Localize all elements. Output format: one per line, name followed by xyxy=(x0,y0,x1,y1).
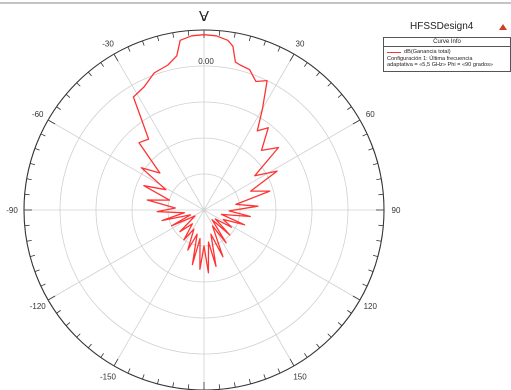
radial-tick-label: 0.00 xyxy=(198,57,214,66)
ring-tick xyxy=(263,374,266,380)
grid-spoke xyxy=(113,53,205,211)
ring-tick xyxy=(376,239,382,242)
ring-tick xyxy=(316,343,321,349)
ring-tick xyxy=(289,53,295,62)
ring-tick xyxy=(30,163,36,166)
ring-tick xyxy=(368,148,374,151)
angle-tick-label: 0 xyxy=(202,14,207,23)
ring-tick xyxy=(233,32,236,38)
ring-tick xyxy=(157,378,160,384)
ring-tick xyxy=(113,53,119,62)
grid-spoke xyxy=(203,209,295,367)
ring-tick xyxy=(337,93,343,98)
ring-tick xyxy=(65,322,71,327)
ring-tick xyxy=(26,178,32,181)
ring-tick xyxy=(56,310,61,314)
outer-ring-ticks xyxy=(24,30,384,390)
grid-spoke xyxy=(203,53,295,211)
legend-config-line: Configuración 1: Última frecuencia xyxy=(387,55,473,62)
legend-body: dB(Ganancia total) Configuración 1: Últi… xyxy=(384,47,510,71)
ring-tick xyxy=(100,62,104,67)
legend-header: Curve Info xyxy=(384,38,510,47)
angle-tick-label: -60 xyxy=(32,110,44,119)
chart-title: V xyxy=(199,8,209,25)
curve-info-legend[interactable]: Curve Info dB(Ganancia total) Configurac… xyxy=(383,37,511,72)
angle-tick-label: 30 xyxy=(296,40,305,49)
ring-tick xyxy=(172,382,175,388)
ring-tick xyxy=(40,283,46,287)
ring-tick xyxy=(47,295,56,301)
ring-tick xyxy=(233,382,236,388)
ring-tick xyxy=(56,106,61,110)
ring-tick xyxy=(263,40,266,46)
angle-tick-label: 150 xyxy=(293,372,307,381)
ring-tick xyxy=(316,71,321,77)
series-line xyxy=(132,34,280,274)
grid-spoke xyxy=(47,209,205,301)
ring-tick xyxy=(76,82,81,87)
angle-tick-label: -30 xyxy=(102,40,114,49)
legend-entry: dB(Ganancia total) xyxy=(387,49,507,56)
ring-tick xyxy=(376,178,382,181)
angle-tick-label: -120 xyxy=(30,302,47,311)
grid-spoke xyxy=(47,119,205,211)
ring-tick xyxy=(327,333,332,338)
angle-tick-label: 60 xyxy=(366,110,375,119)
ring-tick xyxy=(113,358,119,367)
ring-tick xyxy=(172,32,175,38)
legend-swatch xyxy=(387,51,401,53)
ring-tick xyxy=(157,36,160,42)
legend-config-line-2: adaptativa = «5,5 GHz» Phi = «90 grados» xyxy=(387,62,494,69)
ring-tick xyxy=(277,46,281,52)
grid-spoke xyxy=(203,119,361,211)
ring-tick xyxy=(248,36,251,42)
curves xyxy=(132,34,280,274)
ring-tick xyxy=(352,119,361,125)
ring-tick xyxy=(87,71,92,77)
ring-tick xyxy=(87,343,92,349)
ring-tick xyxy=(347,106,352,110)
grid-spoke xyxy=(113,209,205,367)
ring-tick xyxy=(34,269,40,272)
ring-tick xyxy=(337,322,343,327)
ring-tick xyxy=(34,148,40,151)
radial-labels: 0.00 xyxy=(198,57,214,66)
ring-tick xyxy=(372,163,378,166)
ring-tick xyxy=(352,295,361,301)
ring-tick xyxy=(372,254,378,257)
angle-tick-label: 120 xyxy=(364,302,378,311)
ring-tick xyxy=(362,283,368,287)
ring-tick xyxy=(277,368,281,374)
brand-logo-icon xyxy=(499,24,507,30)
ring-tick xyxy=(127,46,131,52)
ring-tick xyxy=(289,358,295,367)
ring-tick xyxy=(26,239,32,242)
ring-tick xyxy=(368,269,374,272)
ring-tick xyxy=(142,40,145,46)
ring-tick xyxy=(304,353,308,358)
angle-tick-label: -150 xyxy=(100,372,117,381)
ring-tick xyxy=(127,368,131,374)
ring-tick xyxy=(248,378,251,384)
design-name: HFSSDesign4 xyxy=(410,21,474,32)
ring-tick xyxy=(362,133,368,137)
ring-tick xyxy=(327,82,332,87)
angle-tick-label: -90 xyxy=(6,206,18,215)
polar-grid xyxy=(23,29,385,390)
ring-tick xyxy=(47,119,56,125)
ring-tick xyxy=(304,62,308,67)
legend-entry-name: dB(Ganancia total) xyxy=(404,49,451,55)
ring-tick xyxy=(65,93,71,98)
ring-tick xyxy=(76,333,81,338)
ring-tick xyxy=(30,254,36,257)
ring-tick xyxy=(347,310,352,314)
angle-tick-label: 90 xyxy=(392,206,401,215)
ring-tick xyxy=(142,374,145,380)
ring-tick xyxy=(40,133,46,137)
ring-tick xyxy=(100,353,104,358)
